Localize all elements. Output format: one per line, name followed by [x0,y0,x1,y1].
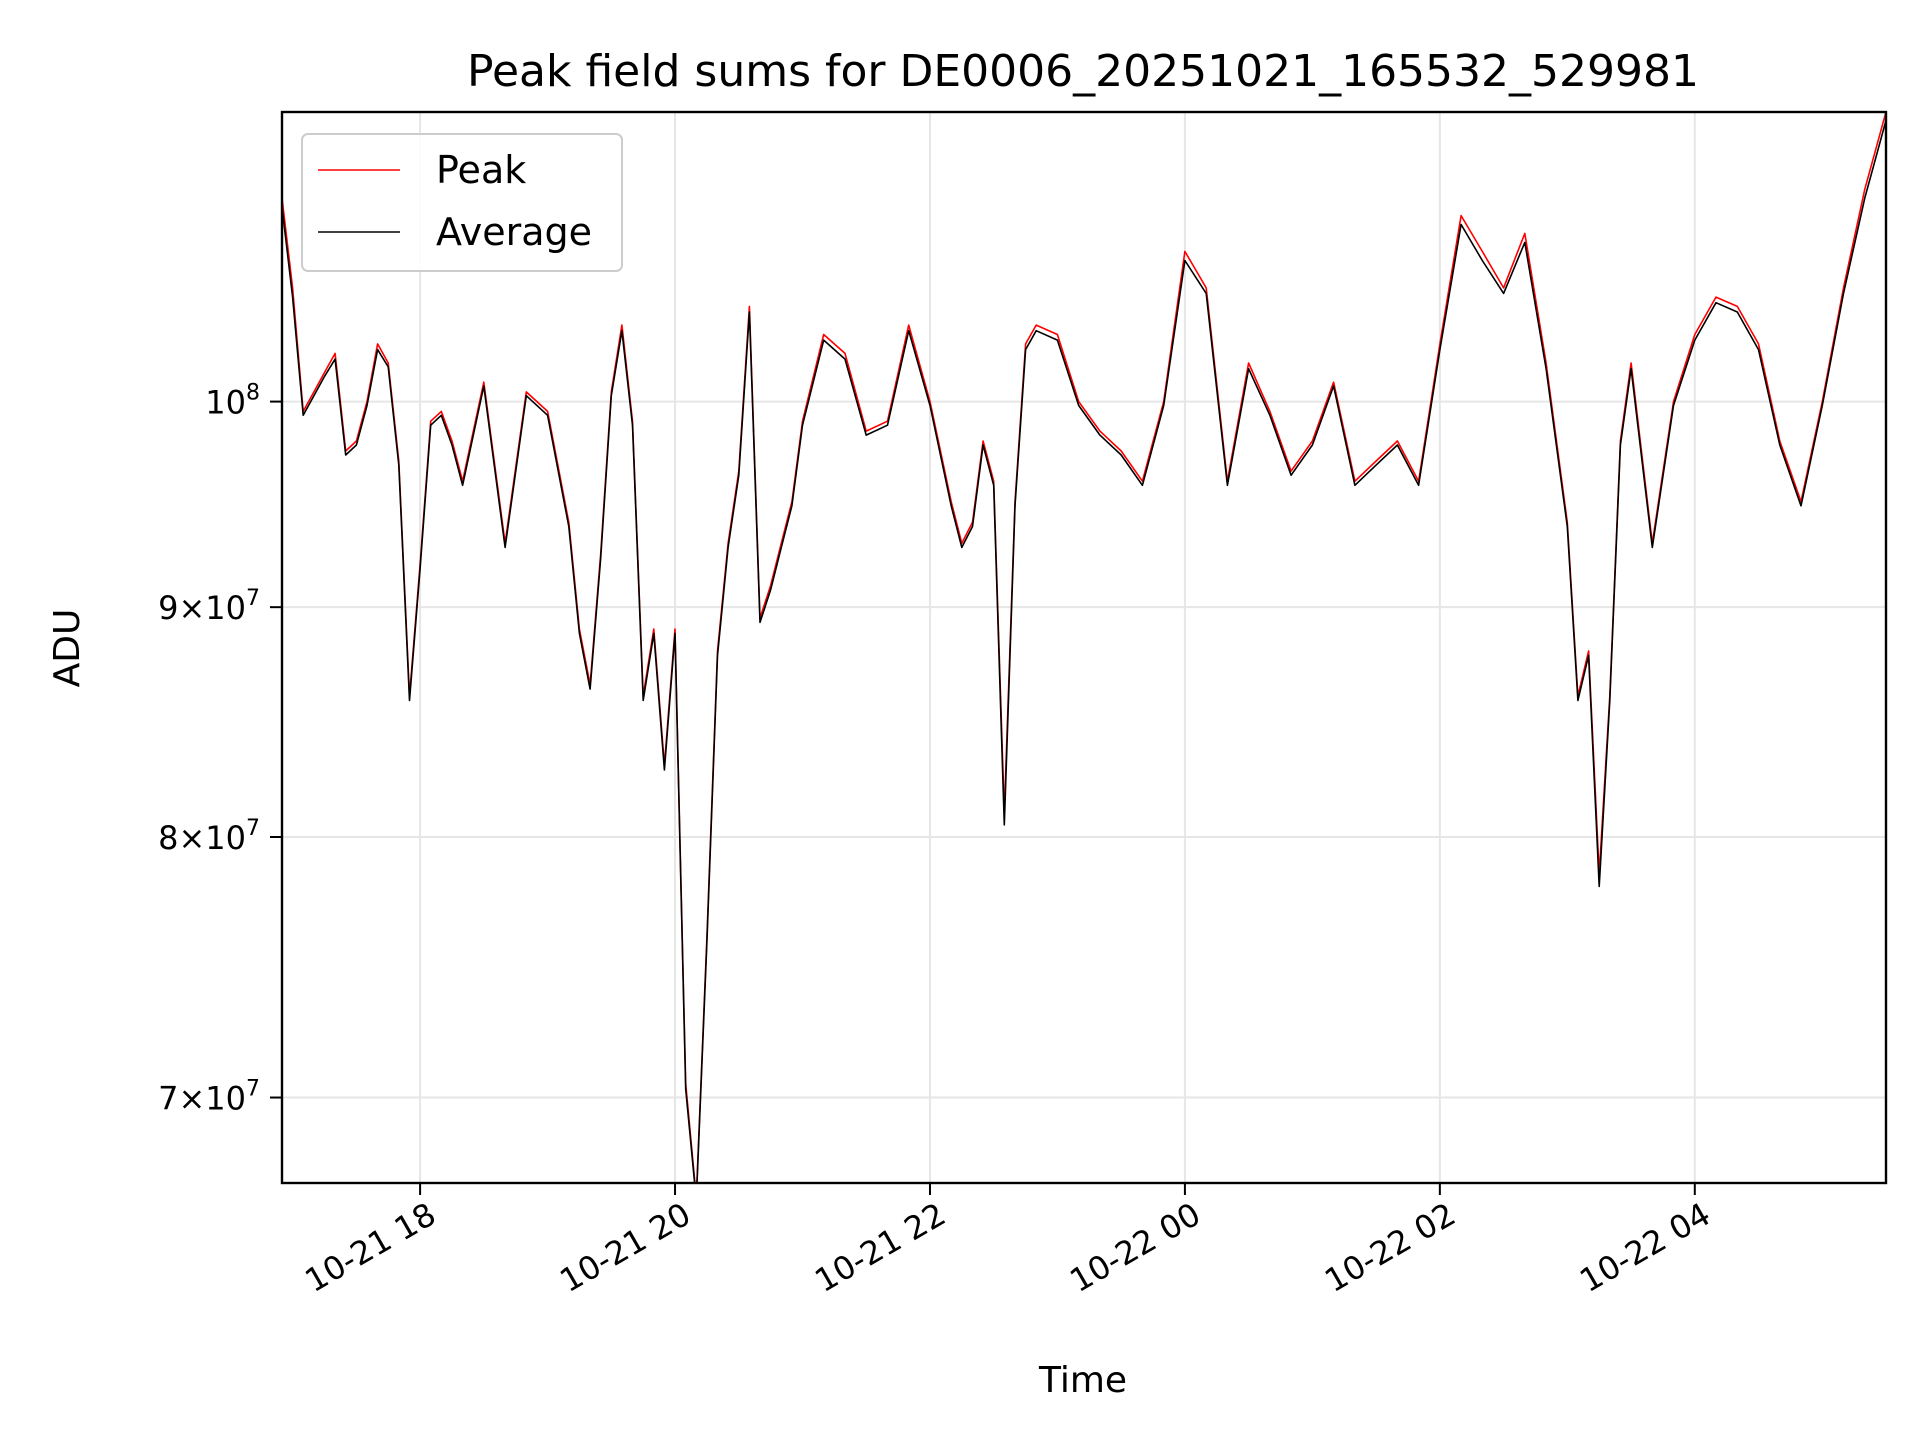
y-tick-exponent: 7 [246,816,260,841]
y-tick-exponent: 8 [246,381,260,406]
plot-frame [280,110,1888,1185]
y-tick-exponent: 7 [246,1077,260,1102]
y-tick-times: × [178,589,205,627]
y-tick-base: 10 [205,589,246,627]
grid [282,112,1886,1183]
y-tick-mantissa: 9 [158,589,178,627]
y-axis-label: ADU [47,609,88,688]
y-tick-base: 10 [205,384,246,422]
series-line-average [282,120,1886,1183]
x-axis-label: Time [1038,1360,1127,1401]
y-tick-label: 8×107 [158,816,260,857]
y-tick-base: 10 [205,819,246,857]
legend-box [301,133,623,272]
legend-label: Average [436,210,592,254]
series-layer [282,112,1886,1183]
chart-title: Peak field sums for DE0006_20251021_1655… [467,46,1699,97]
y-tick-label: 108 [205,381,260,422]
y-tick-times: × [178,819,205,857]
y-tick-mantissa: 8 [158,819,178,857]
legend-label: Peak [436,148,526,192]
y-tick-mantissa: 7 [158,1080,178,1118]
y-tick-base: 10 [205,1080,246,1118]
y-tick-label: 7×107 [158,1077,260,1118]
y-tick-label: 9×107 [158,586,260,627]
legend: Peak Average [301,133,623,272]
y-tick-exponent: 7 [246,586,260,611]
y-tick-times: × [178,1080,205,1118]
